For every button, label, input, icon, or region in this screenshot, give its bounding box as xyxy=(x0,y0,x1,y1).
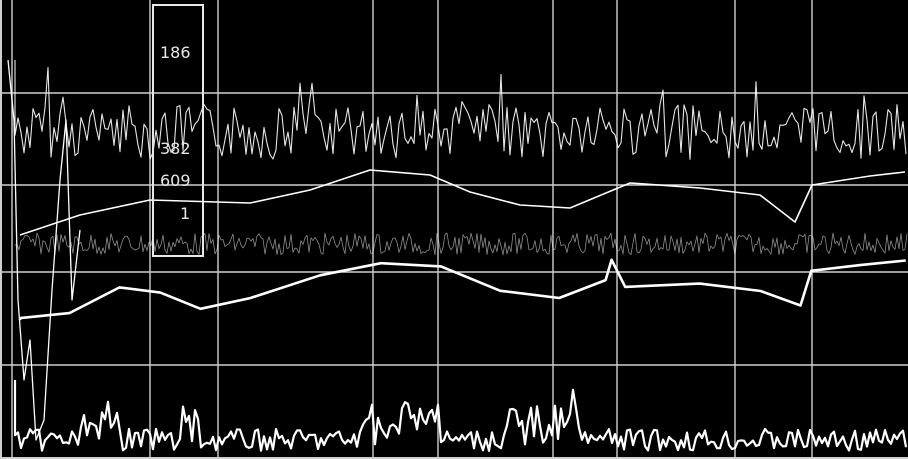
trace-lower-smooth xyxy=(18,258,906,321)
readout-cursor-frame xyxy=(152,4,204,257)
trace-upper-noisy xyxy=(14,60,907,160)
trace-bottom-bursts xyxy=(13,380,908,452)
trace-initial-oscillation xyxy=(7,59,81,441)
trace-middle-smooth xyxy=(19,169,906,236)
readout-value-1: 186 xyxy=(160,43,191,62)
readout-value-3: 609 xyxy=(160,171,191,190)
value-readout-box[interactable]: 186 382 609 1 xyxy=(152,4,204,257)
trace-dotted-band xyxy=(14,232,908,256)
signal-traces xyxy=(7,59,908,452)
readout-value-4: 1 xyxy=(180,204,190,223)
readout-value-2: 382 xyxy=(160,139,191,158)
